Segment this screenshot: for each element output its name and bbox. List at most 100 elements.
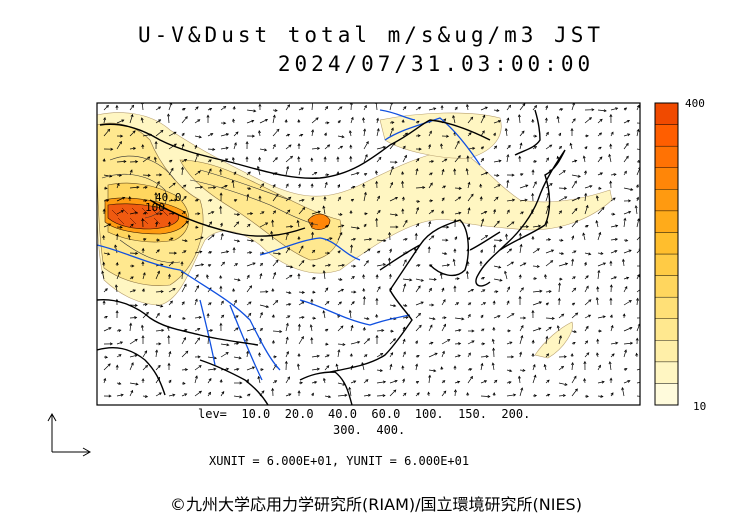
wind-arrow [636,298,639,306]
wind-arrow [532,301,542,306]
wind-arrow-head [481,130,485,134]
wind-arrow [115,284,118,293]
wind-arrow [571,118,576,124]
wind-arrow-head [140,117,144,121]
wind-arrow-head [598,146,602,150]
wind-arrow-head [353,380,357,384]
wind-arrow-head [156,238,161,242]
wind-arrow-head [184,368,189,372]
wind-arrow [129,382,139,385]
wind-arrow-head [560,252,565,255]
colorbar-segment [654,189,679,212]
wind-arrow-head [232,105,236,110]
wind-arrow [272,300,278,306]
wind-arrow-head [402,326,406,330]
wind-arrow-head [131,104,135,108]
wind-arrow-head [428,374,432,378]
contour-label-100: 100 [145,201,165,214]
wind-arrow [558,313,564,319]
wind-arrow-head [238,356,242,360]
wind-arrow-head [440,210,444,214]
wind-arrow-head [364,354,368,358]
wind-arrow-head [158,392,162,396]
wind-arrow-head [496,220,500,224]
wind-arrow-head [245,156,249,160]
wind-arrow-head [115,233,119,237]
wind-arrow-head [172,288,176,291]
wind-arrow-head [272,183,276,188]
wind-arrow-head [311,196,315,201]
wind-arrow [285,166,289,176]
wind-arrow-head [310,157,314,161]
wind-arrow-head [132,130,136,134]
wind-arrow [597,109,607,112]
wind-arrow-head [271,387,275,391]
wind-arrow-head [264,148,268,152]
wind-arrow [337,288,344,293]
wind-arrow [428,235,435,241]
wind-arrow-head [575,312,579,316]
wind-arrow-head [609,377,613,381]
wind-arrow-head [482,289,486,293]
wind-arrow [428,375,431,384]
wind-arrow-head [246,350,250,354]
wind-arrow-head [257,375,261,380]
wind-arrow-head [511,221,515,225]
wind-arrow-head [376,117,380,121]
wind-arrow [623,327,633,332]
wind-arrow-head [102,300,106,304]
wind-arrow [609,361,612,371]
wind-arrow-head [172,182,176,186]
wind-arrow-head [322,377,326,381]
wind-arrow-head [518,295,522,299]
wind-arrow [466,168,469,176]
wind-arrow [376,210,381,215]
map-plot-area: 40.0 100 [97,103,644,405]
wind-arrow [545,317,555,319]
wind-arrow-head [362,274,366,278]
wind-arrow [154,157,157,163]
wind-arrow-head [559,277,563,281]
wind-arrow-head [317,210,321,214]
wind-arrow-head [547,393,551,397]
wind-arrow [298,245,304,254]
wind-arrow [311,147,320,150]
wind-arrow [441,339,450,345]
wind-arrow [415,207,419,215]
wind-arrow-head [444,158,448,162]
wind-arrow [558,394,566,397]
wind-arrow-head [337,250,341,254]
wind-arrow [194,375,198,384]
wind-arrow-head [457,354,461,358]
wind-arrow [194,119,200,124]
wind-arrow-head [641,287,644,289]
wind-arrow-head [416,355,420,358]
wind-arrow [220,185,228,189]
rivers [97,109,481,381]
wind-arrow-head [248,312,252,316]
wind-arrow [571,197,580,202]
wind-arrow-head [495,290,499,294]
wind-arrow-head [624,285,628,290]
wind-arrow [363,248,371,254]
wind-arrow-head [311,231,315,235]
wind-arrow-head [337,184,341,188]
wind-arrow [116,119,124,124]
wind-arrow-head [180,261,184,265]
wind-arrow-head [301,335,304,340]
wind-arrow-head [120,134,124,138]
wind-arrow [506,154,509,163]
wind-arrow [259,157,261,163]
wind-arrow-head [368,237,373,241]
wind-arrow-head [340,288,345,292]
wind-arrow [504,271,508,280]
wind-arrow [480,130,485,137]
wind-arrow-head [375,274,379,278]
wind-arrow-head [284,119,288,123]
wind-arrow-head [107,252,111,256]
wind-arrow [168,103,172,111]
wind-arrow-head [326,354,330,358]
wind-arrow-head [637,160,640,164]
wind-arrow-head [285,336,289,340]
wind-arrow [636,122,640,124]
